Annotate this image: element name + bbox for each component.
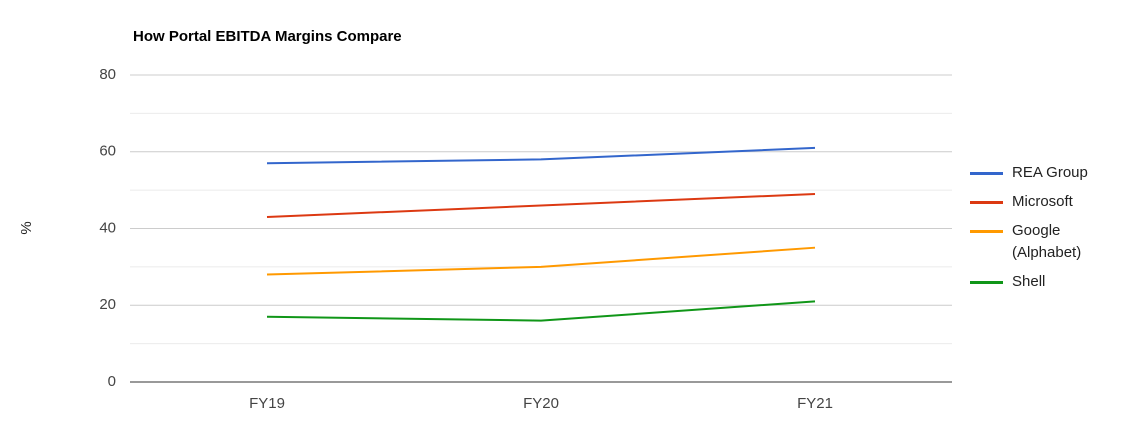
legend-swatch bbox=[970, 281, 1003, 284]
series-line bbox=[266, 300, 816, 322]
x-tick-label: FY21 bbox=[797, 395, 833, 412]
legend-label: Shell bbox=[1012, 273, 1046, 290]
legend-swatch bbox=[970, 201, 1003, 204]
legend-swatch bbox=[970, 172, 1003, 175]
series-line bbox=[266, 146, 816, 165]
y-axis-label: % bbox=[18, 221, 35, 234]
x-tick-label: FY20 bbox=[523, 395, 559, 412]
y-tick-label: 40 bbox=[99, 219, 116, 236]
legend-entry: REA Group bbox=[970, 162, 1100, 184]
y-tick-label: 80 bbox=[99, 66, 116, 83]
series-line bbox=[266, 192, 816, 218]
y-tick-label: 20 bbox=[99, 296, 116, 313]
legend-label: REA Group bbox=[1012, 164, 1088, 181]
legend-swatch bbox=[970, 230, 1003, 233]
legend-label: Microsoft bbox=[1012, 193, 1073, 210]
x-tick-label: FY19 bbox=[249, 395, 285, 412]
legend-label: Google (Alphabet) bbox=[1012, 222, 1082, 261]
chart-title: How Portal EBITDA Margins Compare bbox=[133, 28, 402, 45]
legend-entry: Shell bbox=[970, 271, 1100, 293]
y-tick-label: 0 bbox=[108, 373, 116, 390]
legend-entry: Google (Alphabet) bbox=[970, 220, 1100, 264]
y-tick-label: 60 bbox=[99, 143, 116, 160]
legend-entry: Microsoft bbox=[970, 191, 1100, 213]
legend: REA Group Microsoft Google (Alphabet) Shell bbox=[970, 162, 1100, 300]
series-line bbox=[266, 246, 816, 276]
